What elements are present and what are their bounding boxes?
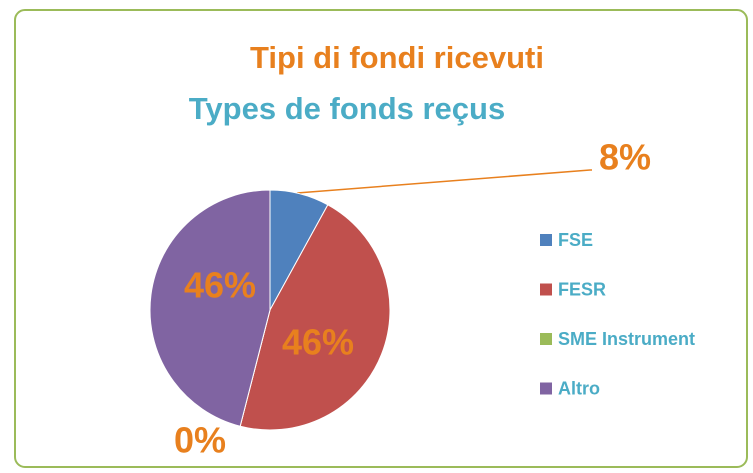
data-label: 46% — [282, 322, 354, 363]
data-label: 46% — [184, 265, 256, 306]
leader-line — [296, 169, 592, 194]
legend-label: FESR — [558, 279, 606, 299]
legend-swatch — [540, 283, 552, 296]
chart-subtitle: Types de fonds reçus — [189, 91, 505, 126]
data-label: 8% — [599, 137, 651, 178]
chart-border — [14, 9, 748, 468]
legend-label: FSE — [558, 230, 593, 250]
legend-swatch — [540, 234, 552, 246]
legend-label: SME Instrument — [558, 329, 695, 349]
legend-swatch — [540, 382, 552, 395]
data-label: 0% — [174, 420, 226, 461]
pie-slice — [239, 204, 391, 431]
legend-label: Altro — [558, 378, 600, 398]
pie-slice — [149, 189, 271, 427]
legend-swatch — [540, 333, 552, 345]
chart-title: Tipi di fondi ricevuti — [250, 40, 544, 75]
